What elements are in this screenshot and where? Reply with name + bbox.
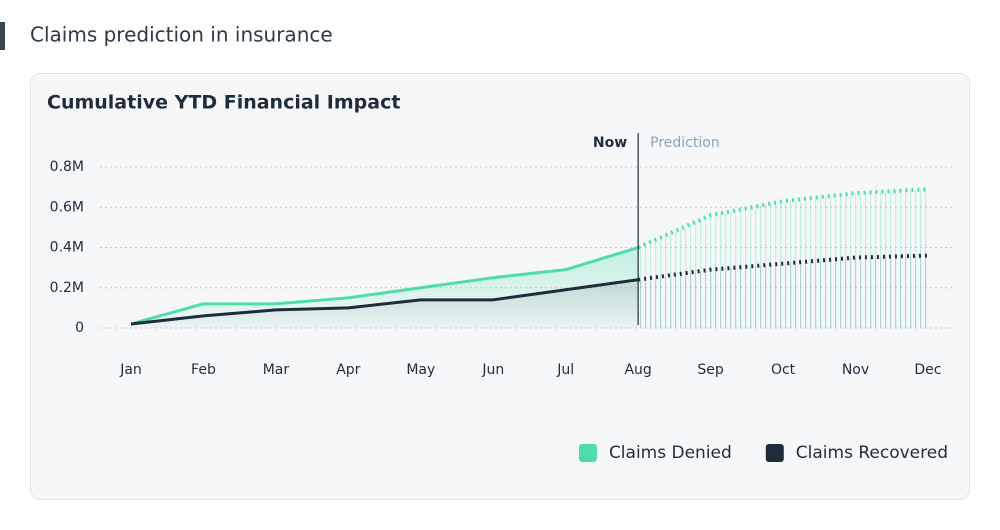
x-tick-label: Feb <box>191 362 216 378</box>
x-tick-label: Jan <box>119 362 142 378</box>
legend-label: Claims Recovered <box>796 443 948 463</box>
x-tick-label: Aug <box>624 362 651 378</box>
legend-swatch <box>578 444 597 462</box>
x-tick-label: Apr <box>336 362 360 378</box>
x-tick-label: Dec <box>914 362 941 378</box>
page-title: Claims prediction in insurance <box>30 23 333 47</box>
x-tick-label: Mar <box>263 362 290 378</box>
y-tick-label: 0 <box>75 320 84 336</box>
y-tick-label: 0.2M <box>50 280 84 296</box>
x-tick-label: Jun <box>481 362 504 378</box>
prediction-line <box>637 253 929 282</box>
chart-title: Cumulative YTD Financial Impact <box>47 92 400 114</box>
actual-line <box>130 246 639 326</box>
now-label: Now <box>593 135 627 151</box>
y-tick-label: 0.4M <box>50 240 84 256</box>
area-prediction <box>638 255 928 328</box>
y-tick-label: 0.8M <box>50 159 84 175</box>
x-tick-label: Oct <box>771 362 796 378</box>
legend-label: Claims Denied <box>609 443 732 463</box>
x-tick-label: May <box>406 362 435 378</box>
x-tick-label: Sep <box>697 362 724 378</box>
x-tick-label: Nov <box>842 362 869 378</box>
actual-line <box>130 278 639 326</box>
x-tick-label: Jul <box>556 362 574 378</box>
legend-swatch <box>765 444 784 462</box>
y-tick-label: 0.6M <box>50 199 84 215</box>
prediction-label: Prediction <box>650 135 720 151</box>
header-accent <box>0 22 5 50</box>
